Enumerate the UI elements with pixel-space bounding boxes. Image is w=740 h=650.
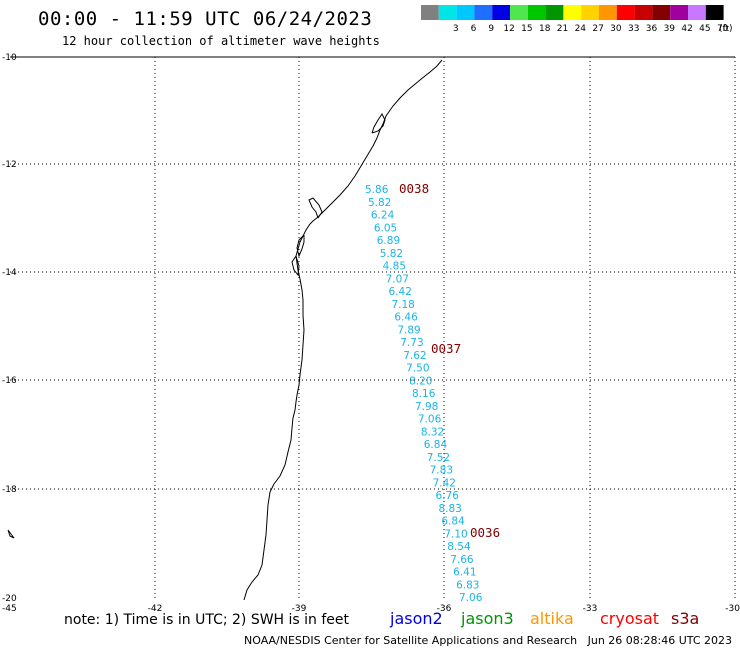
footer-credit: NOAA/NESDIS Center for Satellite Applica… bbox=[244, 634, 733, 647]
legend-tick-label: 12 bbox=[503, 24, 514, 34]
wave-height-value: 7.52 bbox=[427, 452, 450, 464]
legend-swatch bbox=[616, 5, 635, 20]
longitude-label: -36 bbox=[437, 604, 452, 614]
longitude-label: -30 bbox=[725, 604, 740, 614]
latitude-label: -12 bbox=[2, 160, 17, 170]
legend-swatch bbox=[456, 5, 475, 20]
wave-height-value: 7.66 bbox=[450, 554, 474, 566]
wave-height-value: 7.18 bbox=[391, 299, 414, 311]
wave-height-value: 7.98 bbox=[415, 401, 438, 413]
wave-height-value: 8.32 bbox=[421, 426, 444, 438]
map-title: 00:00 - 11:59 UTC 06/24/2023 bbox=[38, 8, 373, 30]
legend-swatch bbox=[688, 5, 706, 20]
wave-height-value: 5.82 bbox=[380, 248, 403, 260]
legend-tick-label: 39 bbox=[664, 24, 676, 34]
legend-tick-label: 33 bbox=[628, 24, 639, 34]
mission-label: s3a bbox=[671, 609, 700, 628]
wave-height-value: 7.06 bbox=[418, 414, 442, 426]
mission-label: cryosat bbox=[600, 609, 660, 628]
axis-labels: -10 -12 -14 -16 -18 -20-45 -42 -39 -36 -33 -30 bbox=[2, 53, 740, 614]
mission-label: jason3 bbox=[461, 609, 514, 628]
wave-height-value: 8.20 bbox=[409, 375, 432, 387]
legend-tick-label: 15 bbox=[521, 24, 532, 34]
legend-tick-label: 18 bbox=[539, 24, 551, 34]
legend-tick-label: 30 bbox=[610, 24, 622, 34]
wave-height-value: 7.73 bbox=[400, 337, 423, 349]
map-subtitle: 12 hour collection of altimeter wave hei… bbox=[62, 34, 380, 48]
wave-height-value: 7.62 bbox=[403, 350, 426, 362]
color-legend: 3 6 9 12 15 18 21 24 27 30 33 36 39 42 45 70(ft) bbox=[421, 5, 733, 34]
legend-tick-label: 24 bbox=[575, 24, 587, 34]
legend-tick-label: 27 bbox=[592, 24, 603, 34]
legend-swatch bbox=[438, 5, 457, 20]
legend-swatch bbox=[492, 5, 510, 20]
legend-swatch bbox=[705, 5, 724, 20]
wave-height-value: 6.05 bbox=[374, 222, 397, 234]
legend-tick-label: 3 bbox=[453, 24, 459, 34]
wave-height-value: 6.24 bbox=[371, 210, 395, 222]
legend-unit: (ft) bbox=[719, 24, 733, 34]
wave-height-value: 7.10 bbox=[444, 528, 467, 540]
wave-height-value: 7.50 bbox=[406, 363, 429, 375]
legend-swatch bbox=[670, 5, 688, 20]
wave-height-value: 6.46 bbox=[394, 312, 418, 324]
wave-height-value: 7.42 bbox=[433, 477, 456, 489]
legend-swatch bbox=[581, 5, 599, 20]
longitude-label: -45 bbox=[2, 604, 17, 614]
wave-height-value: 6.89 bbox=[377, 235, 400, 247]
wave-height-value: 6.84 bbox=[441, 516, 465, 528]
map-note: note: 1) Time is in UTC; 2) SWH is in fe… bbox=[64, 612, 350, 628]
legend-tick-label: 42 bbox=[681, 24, 692, 34]
latitude-label: -16 bbox=[2, 376, 17, 386]
pass-time-label: 0038 bbox=[399, 181, 429, 196]
pass-time-label: 0036 bbox=[470, 525, 500, 540]
wave-height-value: 6.41 bbox=[453, 567, 476, 579]
longitude-label: -33 bbox=[583, 604, 598, 614]
legend-swatch bbox=[634, 5, 653, 20]
latitude-label: -18 bbox=[2, 485, 17, 495]
map-grid bbox=[10, 56, 736, 598]
mission-label: altika bbox=[530, 609, 574, 628]
mission-label: jason2 bbox=[390, 609, 443, 628]
legend-swatch bbox=[527, 5, 546, 20]
legend-swatch bbox=[599, 5, 617, 20]
wave-height-value: 8.16 bbox=[412, 388, 436, 400]
pass-time-labels: 0038 0037 0036 bbox=[399, 181, 500, 540]
latitude-label: -20 bbox=[2, 594, 17, 604]
wave-height-value: 4.85 bbox=[383, 261, 406, 273]
wave-height-value: 7.83 bbox=[430, 465, 453, 477]
wave-height-value: 5.82 bbox=[368, 197, 391, 209]
legend-swatch bbox=[545, 5, 564, 20]
wave-height-labels: 5.865.826.246.056.895.824.857.076.427.18… bbox=[365, 184, 483, 604]
wave-height-value: 6.76 bbox=[436, 490, 460, 502]
legend-swatch bbox=[474, 5, 493, 20]
wave-height-value: 7.89 bbox=[397, 324, 420, 336]
pass-time-label: 0037 bbox=[431, 341, 461, 356]
wave-height-value: 5.86 bbox=[365, 184, 389, 196]
longitude-label: -42 bbox=[148, 604, 163, 614]
legend-swatch bbox=[652, 5, 671, 20]
wave-height-value: 8.54 bbox=[447, 541, 471, 553]
wave-height-value: 6.42 bbox=[389, 286, 412, 298]
latitude-label: -10 bbox=[2, 53, 17, 63]
legend-tick-label: 45 bbox=[699, 24, 710, 34]
coastline bbox=[7, 59, 443, 601]
wave-height-value: 7.07 bbox=[386, 273, 409, 285]
wave-height-value: 6.84 bbox=[424, 439, 448, 451]
longitude-label: -39 bbox=[292, 604, 307, 614]
legend-tick-label: 21 bbox=[557, 24, 568, 34]
legend-swatch bbox=[563, 5, 582, 20]
legend-tick-label: 70 bbox=[717, 24, 729, 34]
wave-height-value: 8.83 bbox=[438, 503, 461, 515]
legend-swatch bbox=[421, 5, 439, 20]
legend-swatch bbox=[510, 5, 528, 20]
wave-height-value: 6.83 bbox=[456, 579, 479, 591]
legend-tick-label: 9 bbox=[488, 24, 494, 34]
latitude-label: -14 bbox=[2, 268, 17, 278]
wave-height-value: 7.06 bbox=[459, 592, 483, 604]
legend-tick-label: 36 bbox=[646, 24, 658, 34]
legend-tick-label: 6 bbox=[471, 24, 477, 34]
